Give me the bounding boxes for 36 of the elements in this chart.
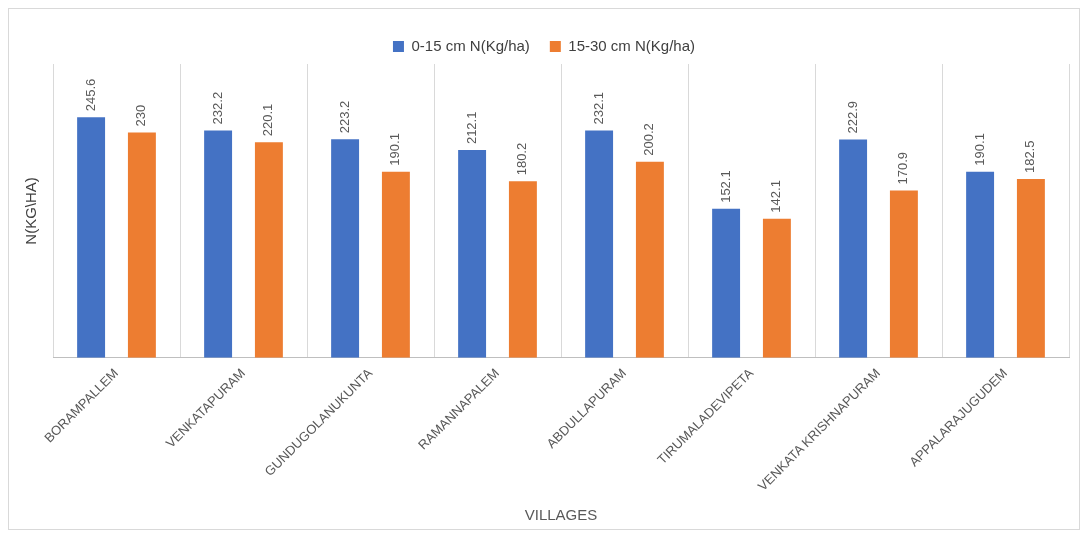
bar (762, 218, 791, 358)
data-label: 170.9 (895, 151, 911, 185)
data-label: 142.1 (768, 180, 784, 213)
data-label: 245.6 (82, 78, 98, 112)
bar (839, 139, 868, 358)
bar (381, 171, 410, 358)
data-label: 223.2 (336, 100, 352, 134)
bar (254, 142, 283, 358)
bar (458, 150, 487, 358)
data-label: 222.9 (844, 100, 860, 134)
data-label: 232.1 (590, 91, 606, 125)
bar (204, 130, 233, 358)
data-label: 200.2 (641, 123, 657, 156)
y-axis-title: N(KG\HA) (22, 177, 40, 245)
data-label: 190.1 (387, 133, 403, 166)
bar (966, 171, 995, 358)
x-axis-title: VILLAGES (524, 506, 598, 524)
bar (508, 181, 537, 358)
bar (127, 132, 156, 358)
bar (1016, 179, 1045, 358)
legend-label: 0-15 cm N(Kg/ha) (411, 36, 530, 54)
legend-label: 15-30 cm N(Kg/ha) (568, 36, 696, 54)
data-label: 212.1 (463, 111, 479, 145)
data-label: 230 (133, 104, 149, 127)
data-label: 190.1 (971, 133, 987, 166)
data-label: 182.5 (1022, 140, 1038, 174)
bar (712, 208, 741, 358)
data-label: 180.2 (514, 142, 530, 176)
data-label: 232.2 (209, 91, 225, 125)
bar (585, 130, 614, 358)
data-label: 152.1 (717, 170, 733, 203)
bar (635, 161, 664, 358)
bar (889, 190, 918, 358)
bar (331, 139, 360, 358)
data-label: 220.1 (260, 103, 276, 137)
bar (77, 117, 106, 358)
